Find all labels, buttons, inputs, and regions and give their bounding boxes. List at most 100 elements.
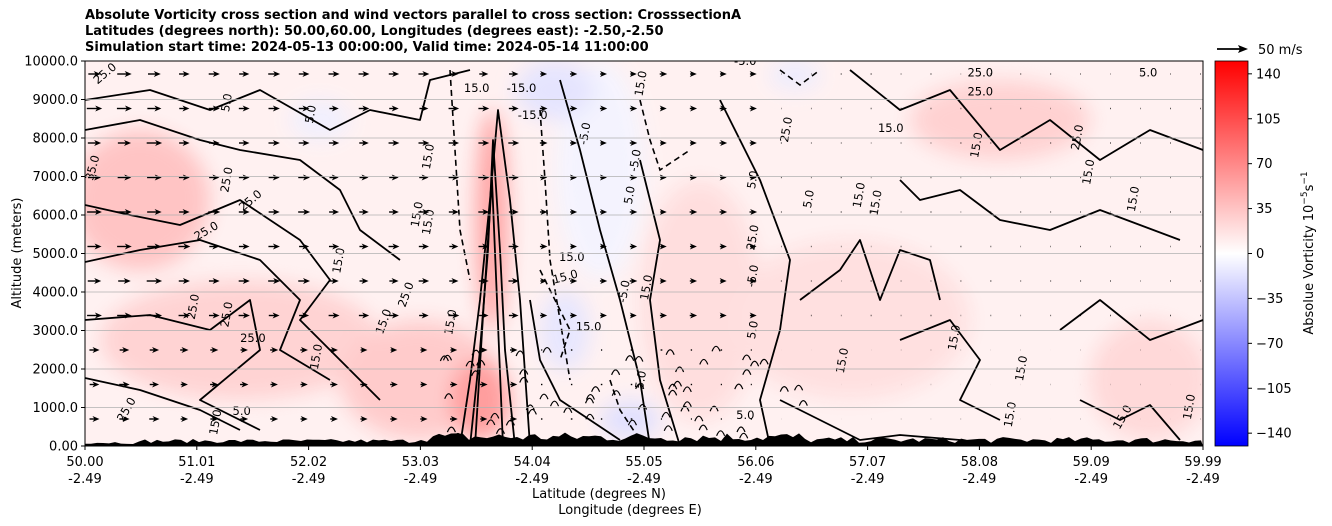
x-tick-label-latitude: 59.09 — [1073, 455, 1110, 470]
wind-vector-head — [302, 312, 310, 319]
low-level-contour — [739, 432, 749, 439]
colorbar-tick-label: −105 — [1256, 382, 1292, 397]
wind-vector-head — [94, 243, 102, 250]
x-tick-label-longitude: -2.49 — [1186, 472, 1220, 487]
contour-label: 5.0 — [218, 92, 235, 112]
wind-vector-head — [511, 209, 519, 215]
wind-vector-head — [300, 416, 308, 422]
wind-vector-head — [94, 209, 102, 215]
wind-vector-head — [749, 140, 757, 146]
wind-vector-head — [331, 105, 339, 112]
contour-label: 25.0 — [777, 116, 795, 144]
wind-vector-head — [361, 209, 369, 215]
wind-vector-head — [690, 209, 698, 215]
wind-vector-head — [719, 278, 727, 284]
wind-vector-head — [540, 140, 548, 146]
contour-label: 5.0 — [632, 370, 649, 390]
wind-vector-head — [152, 381, 160, 388]
wind-vector-head — [481, 312, 489, 319]
wind-vector-head — [421, 312, 429, 319]
wind-vector-head — [511, 278, 519, 284]
wind-vector-head — [452, 174, 460, 181]
wind-vector-head — [124, 140, 132, 146]
contour-label: 25.0 — [184, 293, 202, 321]
low-level-contour — [560, 434, 570, 440]
wind-vector-head — [511, 312, 519, 319]
y-tick-label: 4000.0 — [33, 286, 79, 301]
wind-vector-head — [422, 278, 430, 284]
low-level-contour — [611, 390, 621, 396]
x-tick-label-longitude: -2.49 — [627, 472, 661, 487]
wind-vector-head — [660, 71, 668, 77]
wind-vector-head — [270, 381, 278, 388]
wind-vector-head — [392, 140, 400, 146]
wind-vector-head — [720, 105, 728, 112]
contour-label: 15.0 — [1012, 354, 1030, 382]
wind-vector-head — [213, 209, 221, 215]
contour-line — [529, 299, 621, 441]
contour-line — [639, 159, 681, 446]
low-level-contour — [694, 415, 704, 422]
low-level-contour — [711, 345, 721, 352]
y-tick-label: 9000.0 — [33, 93, 79, 108]
vorticity-field: 25.035.0 25.025.025.05.05.05.015.015.015.… — [85, 61, 1203, 446]
title-line-2: Latitudes (degrees north): 50.00,60.00, … — [85, 24, 664, 39]
wind-vector-head — [300, 381, 308, 388]
wind-vector-head — [511, 71, 519, 77]
wind-vector-head — [124, 174, 132, 181]
wind-vector-head — [94, 278, 102, 284]
wind-vector-head — [330, 347, 338, 353]
colorbar-gradient — [1214, 60, 1249, 447]
wind-vector-head — [451, 278, 459, 284]
colorbar-tick-label: −70 — [1256, 337, 1283, 352]
x-tick-label-latitude: 57.07 — [849, 455, 886, 470]
wind-vector-head — [154, 105, 162, 112]
contour-label: 15.0 — [441, 308, 459, 336]
low-level-contour — [798, 400, 808, 406]
contour-line — [1079, 399, 1181, 441]
wind-vector-head — [392, 71, 400, 77]
wind-vector-head — [689, 71, 697, 77]
low-level-contour — [442, 354, 453, 361]
wind-vector-head — [360, 381, 368, 388]
contour-line — [85, 69, 471, 131]
contour-label: 15.0 — [867, 189, 885, 217]
wind-vector-head — [391, 174, 399, 181]
y-tick-label: 1000.0 — [33, 401, 79, 416]
contour-label: 25.0 — [967, 85, 993, 99]
title-line-1: Absolute Vorticity cross section and win… — [85, 8, 742, 23]
wind-vector-head — [273, 278, 281, 284]
wind-vector-head — [510, 347, 518, 353]
wind-vector-head — [272, 105, 280, 112]
contour-label: -5.0 — [615, 279, 633, 304]
wind-vector-head — [95, 105, 103, 112]
wind-vector-head — [421, 105, 429, 112]
wind-vector-head — [272, 174, 280, 181]
wind-vector-head — [451, 243, 459, 250]
low-level-contour — [627, 419, 637, 426]
contour-label: 15.0 — [632, 70, 650, 98]
wind-vector-head — [659, 243, 667, 250]
wind-vector-head — [361, 140, 369, 146]
contour-label: 15.0 — [833, 347, 851, 375]
horizontal-gridlines — [85, 60, 1203, 447]
x-tick-label-longitude: -2.49 — [963, 472, 997, 487]
x-tick-label-longitude: -2.49 — [515, 472, 549, 487]
colorbar-tick-label: 35 — [1256, 202, 1273, 217]
wind-vector-head — [302, 174, 310, 181]
wind-vector-head — [570, 278, 578, 284]
contour-label: 15.0 — [637, 274, 655, 302]
wind-vector-head — [749, 278, 757, 284]
wind-vector-head — [630, 140, 638, 146]
wind-vector-head — [362, 105, 370, 112]
wind-vector-head — [690, 312, 698, 319]
contour-line-negative — [449, 69, 471, 281]
wind-vector-head — [719, 174, 727, 181]
low-level-contour — [476, 359, 486, 366]
low-level-contour — [736, 426, 746, 433]
contour-line — [1059, 299, 1203, 341]
y-tick-label: 8000.0 — [33, 132, 79, 147]
wind-vector-head — [242, 312, 250, 319]
low-level-contour — [505, 419, 515, 426]
contour-label: 15.0 — [408, 200, 426, 228]
